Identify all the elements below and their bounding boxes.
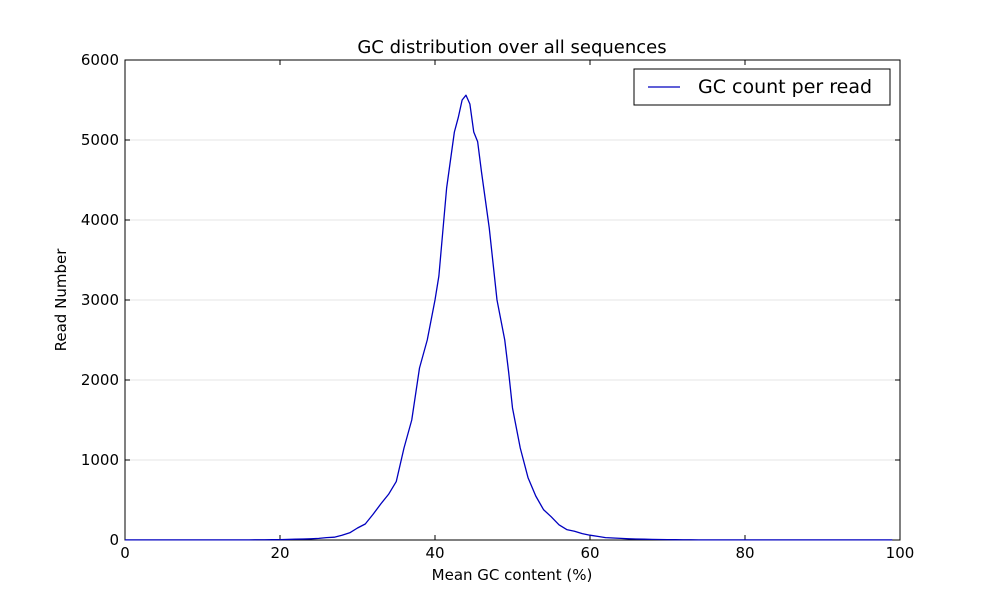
x-tick-label: 40: [425, 544, 444, 562]
x-axis-label: Mean GC content (%): [432, 566, 593, 584]
x-tick-label: 100: [886, 544, 915, 562]
y-tick-label: 6000: [81, 51, 119, 69]
legend-entry-label: GC count per read: [698, 76, 872, 98]
series-lines: [125, 94, 893, 541]
x-axis-ticks: 0 20 40 60 80 100: [120, 60, 914, 562]
chart-title: GC distribution over all sequences: [357, 37, 666, 58]
y-tick-label: 3000: [81, 291, 119, 309]
x-tick-label: 60: [580, 544, 599, 562]
y-tick-label: 2000: [81, 371, 119, 389]
legend: GC count per read: [633, 68, 891, 106]
x-tick-label: 80: [735, 544, 754, 562]
y-tick-label: 5000: [81, 131, 119, 149]
y-tick-label: 0: [109, 531, 119, 549]
series-line-0: [125, 94, 893, 541]
y-axis-ticks: 0 1000 2000 3000 4000 5000 6000: [81, 51, 900, 549]
grid-lines: [125, 139, 900, 461]
x-tick-label: 0: [120, 544, 130, 562]
y-tick-label: 1000: [81, 451, 119, 469]
y-tick-label: 4000: [81, 211, 119, 229]
y-axis-label: Read Number: [52, 248, 70, 352]
x-tick-label: 20: [270, 544, 289, 562]
